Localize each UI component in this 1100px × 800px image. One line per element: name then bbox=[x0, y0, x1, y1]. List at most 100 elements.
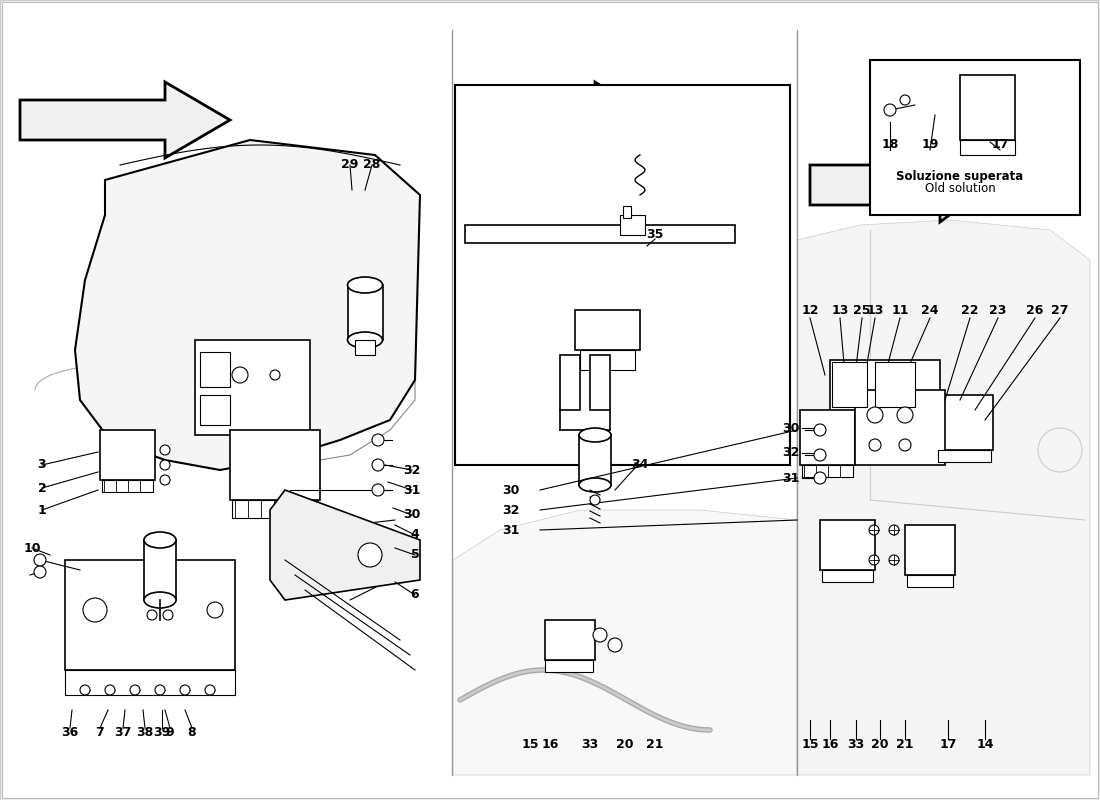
Text: 10: 10 bbox=[23, 542, 41, 554]
Circle shape bbox=[867, 407, 883, 423]
Bar bbox=[65, 560, 235, 670]
Ellipse shape bbox=[579, 428, 610, 442]
Ellipse shape bbox=[348, 277, 383, 293]
Polygon shape bbox=[270, 490, 420, 600]
Text: 14: 14 bbox=[977, 738, 993, 751]
Bar bbox=[144, 540, 176, 600]
Bar bbox=[800, 410, 855, 465]
Bar bbox=[874, 362, 915, 407]
Bar bbox=[195, 340, 310, 435]
Text: 29: 29 bbox=[341, 158, 359, 171]
Text: 37: 37 bbox=[114, 726, 132, 738]
Circle shape bbox=[130, 685, 140, 695]
Circle shape bbox=[104, 685, 116, 695]
Text: 12: 12 bbox=[801, 303, 818, 317]
Bar bbox=[830, 360, 940, 440]
Circle shape bbox=[82, 598, 107, 622]
Circle shape bbox=[884, 104, 896, 116]
Text: 11: 11 bbox=[891, 303, 909, 317]
Ellipse shape bbox=[579, 478, 610, 492]
Bar bbox=[579, 435, 610, 485]
Text: eurospares: eurospares bbox=[84, 374, 186, 406]
Circle shape bbox=[155, 685, 165, 695]
Bar bbox=[455, 85, 790, 465]
Circle shape bbox=[1038, 428, 1082, 472]
Text: 30: 30 bbox=[503, 483, 520, 497]
Text: 25: 25 bbox=[854, 303, 871, 317]
Bar bbox=[802, 465, 852, 477]
Bar bbox=[232, 500, 318, 518]
Bar bbox=[100, 430, 155, 480]
Circle shape bbox=[608, 638, 622, 652]
Bar bbox=[960, 75, 1015, 140]
Text: 31: 31 bbox=[782, 471, 800, 485]
Polygon shape bbox=[75, 140, 420, 470]
Text: 5: 5 bbox=[410, 549, 419, 562]
Text: eurospares: eurospares bbox=[478, 354, 581, 386]
Circle shape bbox=[593, 628, 607, 642]
Polygon shape bbox=[810, 148, 990, 222]
Text: 28: 28 bbox=[363, 158, 381, 171]
Text: Old solution: Old solution bbox=[925, 182, 996, 195]
Text: 36: 36 bbox=[62, 726, 78, 738]
Text: 23: 23 bbox=[989, 303, 1006, 317]
Text: 15: 15 bbox=[801, 738, 818, 751]
Circle shape bbox=[270, 370, 280, 380]
Polygon shape bbox=[20, 82, 230, 158]
Circle shape bbox=[205, 685, 214, 695]
Circle shape bbox=[814, 449, 826, 461]
Text: 13: 13 bbox=[832, 303, 849, 317]
Text: 6: 6 bbox=[410, 589, 419, 602]
Bar bbox=[938, 395, 993, 450]
Text: 34: 34 bbox=[631, 458, 649, 471]
Circle shape bbox=[34, 554, 46, 566]
Bar bbox=[575, 310, 640, 350]
Bar bbox=[908, 575, 953, 587]
Circle shape bbox=[207, 602, 223, 618]
Circle shape bbox=[160, 445, 170, 455]
Text: 39: 39 bbox=[153, 726, 170, 738]
Text: eurospares: eurospares bbox=[619, 384, 720, 416]
Text: 19: 19 bbox=[922, 138, 938, 151]
Text: 20: 20 bbox=[616, 738, 634, 751]
Bar bbox=[590, 355, 610, 410]
Text: 16: 16 bbox=[541, 738, 559, 751]
Circle shape bbox=[869, 439, 881, 451]
Circle shape bbox=[232, 367, 248, 383]
Circle shape bbox=[869, 555, 879, 565]
Bar bbox=[832, 362, 867, 407]
Text: 33: 33 bbox=[582, 738, 598, 751]
Text: 31: 31 bbox=[503, 523, 520, 537]
Bar bbox=[870, 60, 1080, 215]
Bar bbox=[544, 660, 593, 672]
Text: 21: 21 bbox=[896, 738, 914, 751]
Bar bbox=[544, 620, 595, 660]
Circle shape bbox=[372, 459, 384, 471]
Circle shape bbox=[900, 95, 910, 105]
Bar bbox=[580, 350, 635, 370]
Circle shape bbox=[889, 555, 899, 565]
Polygon shape bbox=[453, 510, 798, 775]
Circle shape bbox=[80, 685, 90, 695]
Circle shape bbox=[372, 484, 384, 496]
Ellipse shape bbox=[144, 532, 176, 548]
Text: 17: 17 bbox=[991, 138, 1009, 151]
Polygon shape bbox=[460, 82, 654, 158]
Circle shape bbox=[814, 472, 826, 484]
Bar bbox=[560, 355, 580, 410]
Text: 27: 27 bbox=[1052, 303, 1069, 317]
Text: 7: 7 bbox=[96, 726, 104, 738]
Text: 32: 32 bbox=[782, 446, 800, 459]
Ellipse shape bbox=[144, 592, 176, 608]
Text: 15: 15 bbox=[521, 738, 539, 751]
Text: eurospares: eurospares bbox=[869, 414, 971, 446]
Text: 2: 2 bbox=[37, 482, 46, 494]
Circle shape bbox=[896, 407, 913, 423]
Text: 22: 22 bbox=[961, 303, 979, 317]
Bar bbox=[348, 285, 383, 340]
Text: Soluzione superata: Soluzione superata bbox=[896, 170, 1024, 183]
Text: 31: 31 bbox=[404, 483, 420, 497]
Circle shape bbox=[180, 685, 190, 695]
Circle shape bbox=[163, 610, 173, 620]
Bar bbox=[623, 206, 631, 218]
